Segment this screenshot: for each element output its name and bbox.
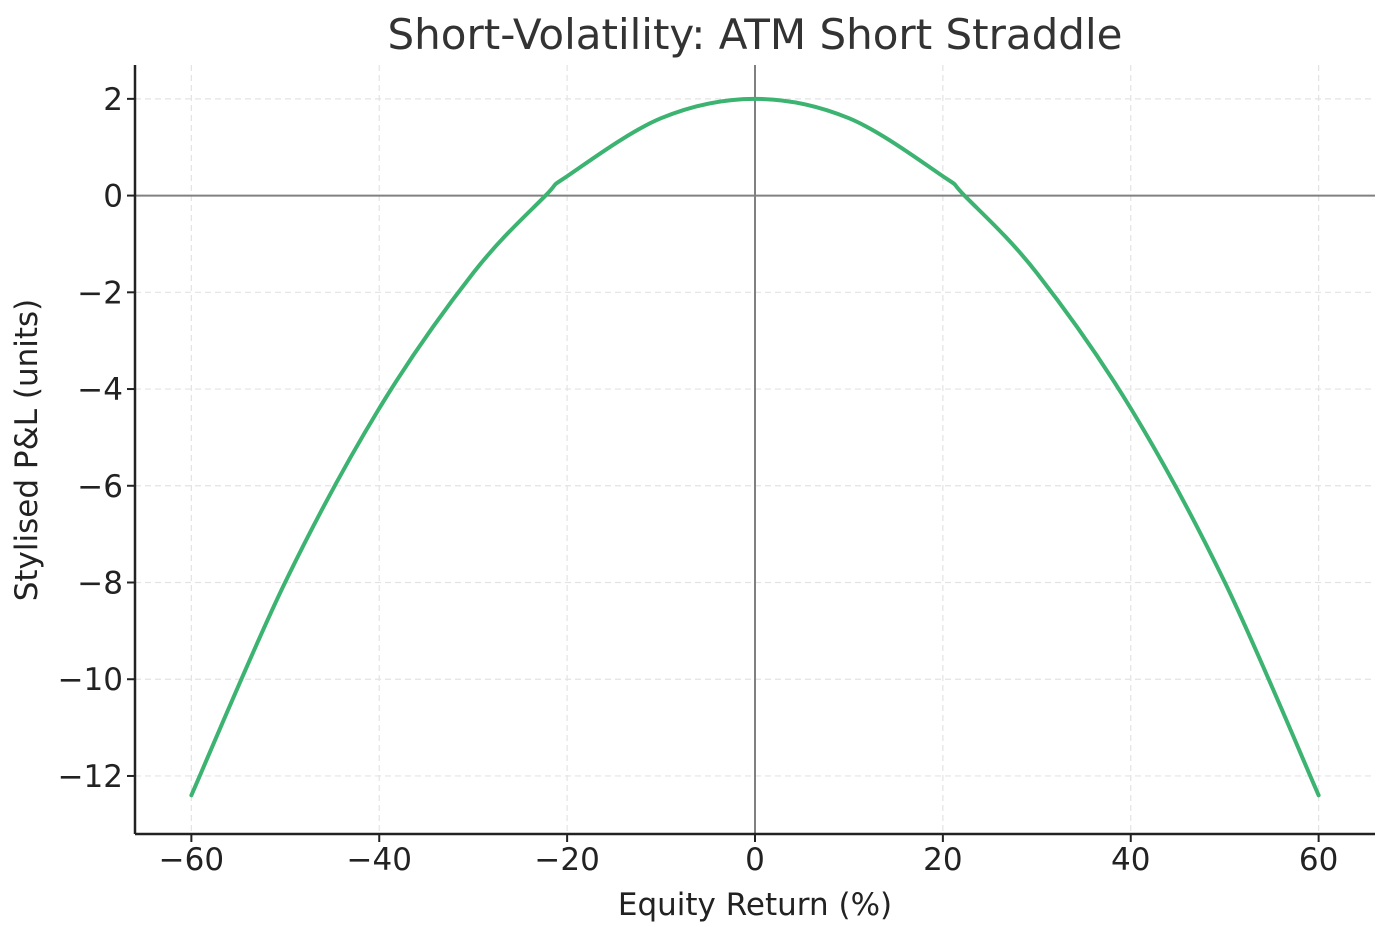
y-tick-label: −2 [77, 275, 123, 311]
y-axis-label: Stylised P&L (units) [9, 299, 45, 602]
reference-lines [135, 65, 1375, 834]
y-tick-label: 0 [103, 179, 123, 215]
x-tick-label: −20 [534, 842, 599, 878]
chart-title: Short-Volatility: ATM Short Straddle [388, 10, 1123, 59]
axes [127, 65, 1375, 842]
y-tick-label: 2 [103, 82, 123, 118]
y-tick-label: −8 [77, 566, 123, 602]
x-tick-label: −60 [159, 842, 224, 878]
series-layer [189, 96, 1321, 798]
y-tick-label: −10 [58, 662, 123, 698]
x-tick-label: 40 [1111, 842, 1150, 878]
y-tick-label: −4 [77, 372, 123, 408]
x-tick-label: 0 [745, 842, 765, 878]
y-tick-label: −6 [77, 469, 123, 505]
x-tick-label: 60 [1299, 842, 1338, 878]
x-axis-label: Equity Return (%) [618, 887, 892, 923]
series-line-0 [189, 96, 1321, 798]
x-tick-label: −40 [347, 842, 412, 878]
x-tick-label: 20 [923, 842, 962, 878]
y-tick-label: −12 [58, 759, 123, 795]
